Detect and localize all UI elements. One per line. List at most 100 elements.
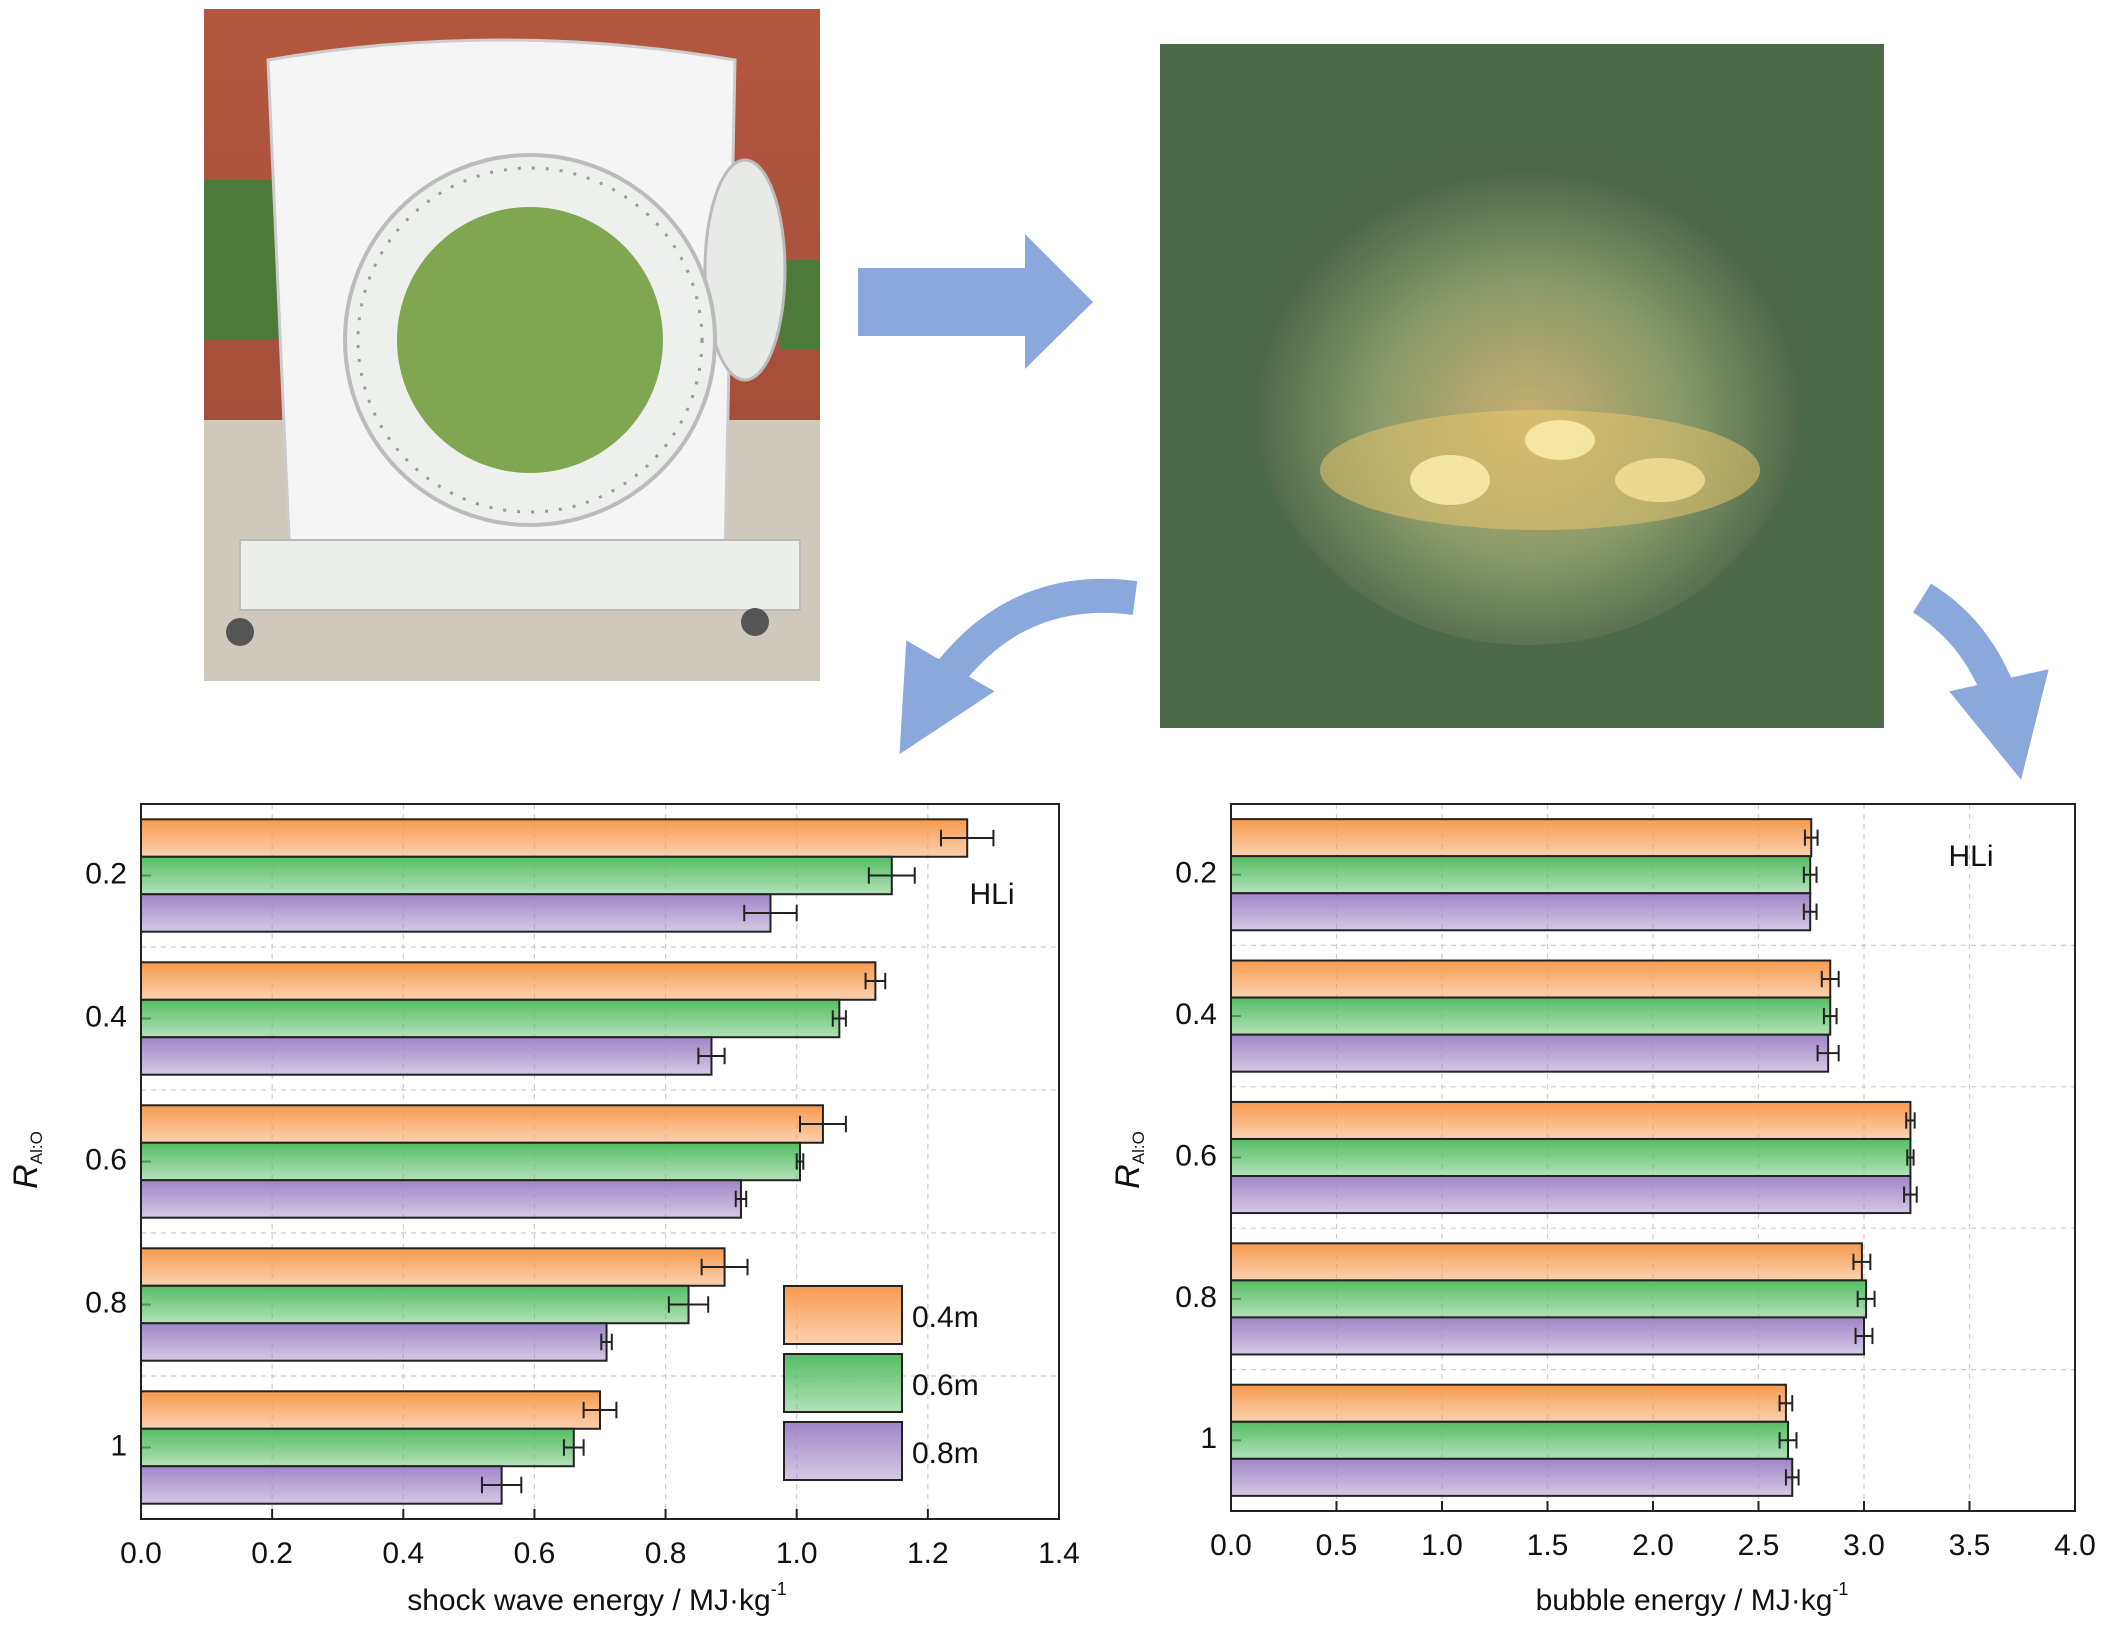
y-axis-label-subscript: Al:O xyxy=(27,1131,46,1164)
bubble-photo xyxy=(1160,44,1884,728)
error-bar xyxy=(600,1333,613,1351)
error-bar xyxy=(1778,1432,1798,1449)
y-tick-label: 1 xyxy=(1200,1422,1217,1455)
bar xyxy=(140,1141,801,1182)
arrow xyxy=(858,234,1093,369)
error-bar xyxy=(1906,1149,1915,1166)
y-tick-label: 1 xyxy=(110,1429,127,1462)
tank-photo xyxy=(204,9,820,681)
y-axis-label: RAl:O xyxy=(1109,1131,1149,1189)
error-bar xyxy=(700,1258,749,1276)
error-bar xyxy=(697,1047,726,1065)
x-tick-label: 1.2 xyxy=(907,1537,949,1570)
bar xyxy=(140,998,841,1039)
x-tick-label: 3.0 xyxy=(1843,1529,1885,1562)
y-axis-label-text: R xyxy=(7,1164,45,1189)
x-axis-label-text: shock wave energy / MJ·kg xyxy=(407,1584,770,1617)
bar xyxy=(140,1284,690,1325)
legend-label: 0.6m xyxy=(912,1369,979,1402)
legend-label: 0.4m xyxy=(912,1301,979,1334)
y-axis-label: RAl:O xyxy=(7,1131,47,1189)
x-tick-label: 1.0 xyxy=(776,1537,818,1570)
x-tick-label: 0.5 xyxy=(1316,1529,1358,1562)
error-bar xyxy=(743,904,798,922)
error-bar xyxy=(1856,1290,1876,1308)
x-tick-label: 1.5 xyxy=(1527,1529,1569,1562)
bar xyxy=(140,1247,726,1287)
x-tick-label: 0.0 xyxy=(120,1537,162,1570)
legend-swatch xyxy=(783,1353,903,1413)
bar xyxy=(1230,1279,1868,1319)
error-bar xyxy=(1802,903,1818,920)
x-axis-label-text: bubble energy / MJ·kg xyxy=(1536,1584,1833,1617)
y-tick-label: 0.4 xyxy=(85,1000,127,1033)
arrow xyxy=(899,578,1138,755)
error-bar xyxy=(582,1401,618,1419)
x-axis-label-superscript: -1 xyxy=(1832,1579,1848,1599)
bar xyxy=(1230,1175,1912,1215)
error-bar xyxy=(1905,1112,1916,1129)
error-bar xyxy=(667,1296,710,1313)
bar xyxy=(1230,855,1812,895)
bar xyxy=(1230,1033,1830,1073)
bar xyxy=(140,1322,608,1362)
bar xyxy=(1230,959,1832,999)
bar xyxy=(140,1179,742,1219)
bar xyxy=(1230,1457,1794,1497)
bar xyxy=(140,961,877,1001)
error-bar xyxy=(795,1153,805,1170)
error-bar xyxy=(480,1476,523,1494)
bar xyxy=(140,1390,601,1430)
error-bar xyxy=(1778,1395,1794,1412)
x-tick-label: 3.5 xyxy=(1949,1529,1991,1562)
x-axis-label: bubble energy / MJ·kg-1 xyxy=(1536,1579,1849,1617)
bar xyxy=(140,1465,503,1505)
error-bar xyxy=(831,1010,847,1027)
x-tick-label: 0.8 xyxy=(645,1537,687,1570)
error-bar xyxy=(864,972,887,990)
error-bar xyxy=(1854,1327,1874,1345)
error-bar xyxy=(734,1190,748,1208)
error-bar xyxy=(1816,1044,1840,1062)
bar xyxy=(140,818,969,858)
legend-swatch xyxy=(783,1421,903,1481)
x-axis-label: shock wave energy / MJ·kg-1 xyxy=(407,1579,787,1617)
bar xyxy=(1230,1383,1787,1423)
error-bar xyxy=(1822,1007,1838,1025)
error-bar xyxy=(1820,970,1840,988)
y-tick-label: 0.2 xyxy=(1175,857,1217,890)
x-tick-label: 1.4 xyxy=(1038,1537,1080,1570)
y-tick-label: 0.8 xyxy=(85,1286,127,1319)
y-tick-label: 0.6 xyxy=(85,1143,127,1176)
bar xyxy=(1230,1316,1865,1356)
x-tick-label: 1.0 xyxy=(1421,1529,1463,1562)
bar xyxy=(1230,1137,1912,1178)
x-tick-label: 0.6 xyxy=(514,1537,556,1570)
error-bar xyxy=(798,1115,847,1133)
y-tick-label: 0.4 xyxy=(1175,998,1217,1031)
plot-frame xyxy=(1230,803,2076,1512)
error-bar xyxy=(562,1439,585,1456)
bar xyxy=(1230,1420,1790,1460)
y-axis-label-text: R xyxy=(1109,1164,1147,1189)
x-tick-label: 2.0 xyxy=(1632,1529,1674,1562)
bar xyxy=(140,1104,824,1144)
annotation: HLi xyxy=(969,878,1014,911)
x-tick-label: 0.2 xyxy=(251,1537,293,1570)
bar xyxy=(140,855,893,896)
arrow xyxy=(1912,583,2049,780)
bar xyxy=(1230,892,1812,932)
plot-frame xyxy=(140,803,1060,1520)
error-bar xyxy=(1903,1186,1918,1203)
error-bar xyxy=(939,829,995,847)
annotation: HLi xyxy=(1948,840,1993,873)
x-tick-label: 0.0 xyxy=(1210,1529,1252,1562)
bar xyxy=(140,1427,575,1468)
bar xyxy=(1230,818,1813,858)
legend-label: 0.8m xyxy=(912,1437,979,1470)
y-tick-label: 0.2 xyxy=(85,857,127,890)
x-tick-label: 0.4 xyxy=(382,1537,424,1570)
bar xyxy=(1230,996,1832,1036)
x-tick-label: 2.5 xyxy=(1738,1529,1780,1562)
error-bar xyxy=(1852,1253,1872,1271)
